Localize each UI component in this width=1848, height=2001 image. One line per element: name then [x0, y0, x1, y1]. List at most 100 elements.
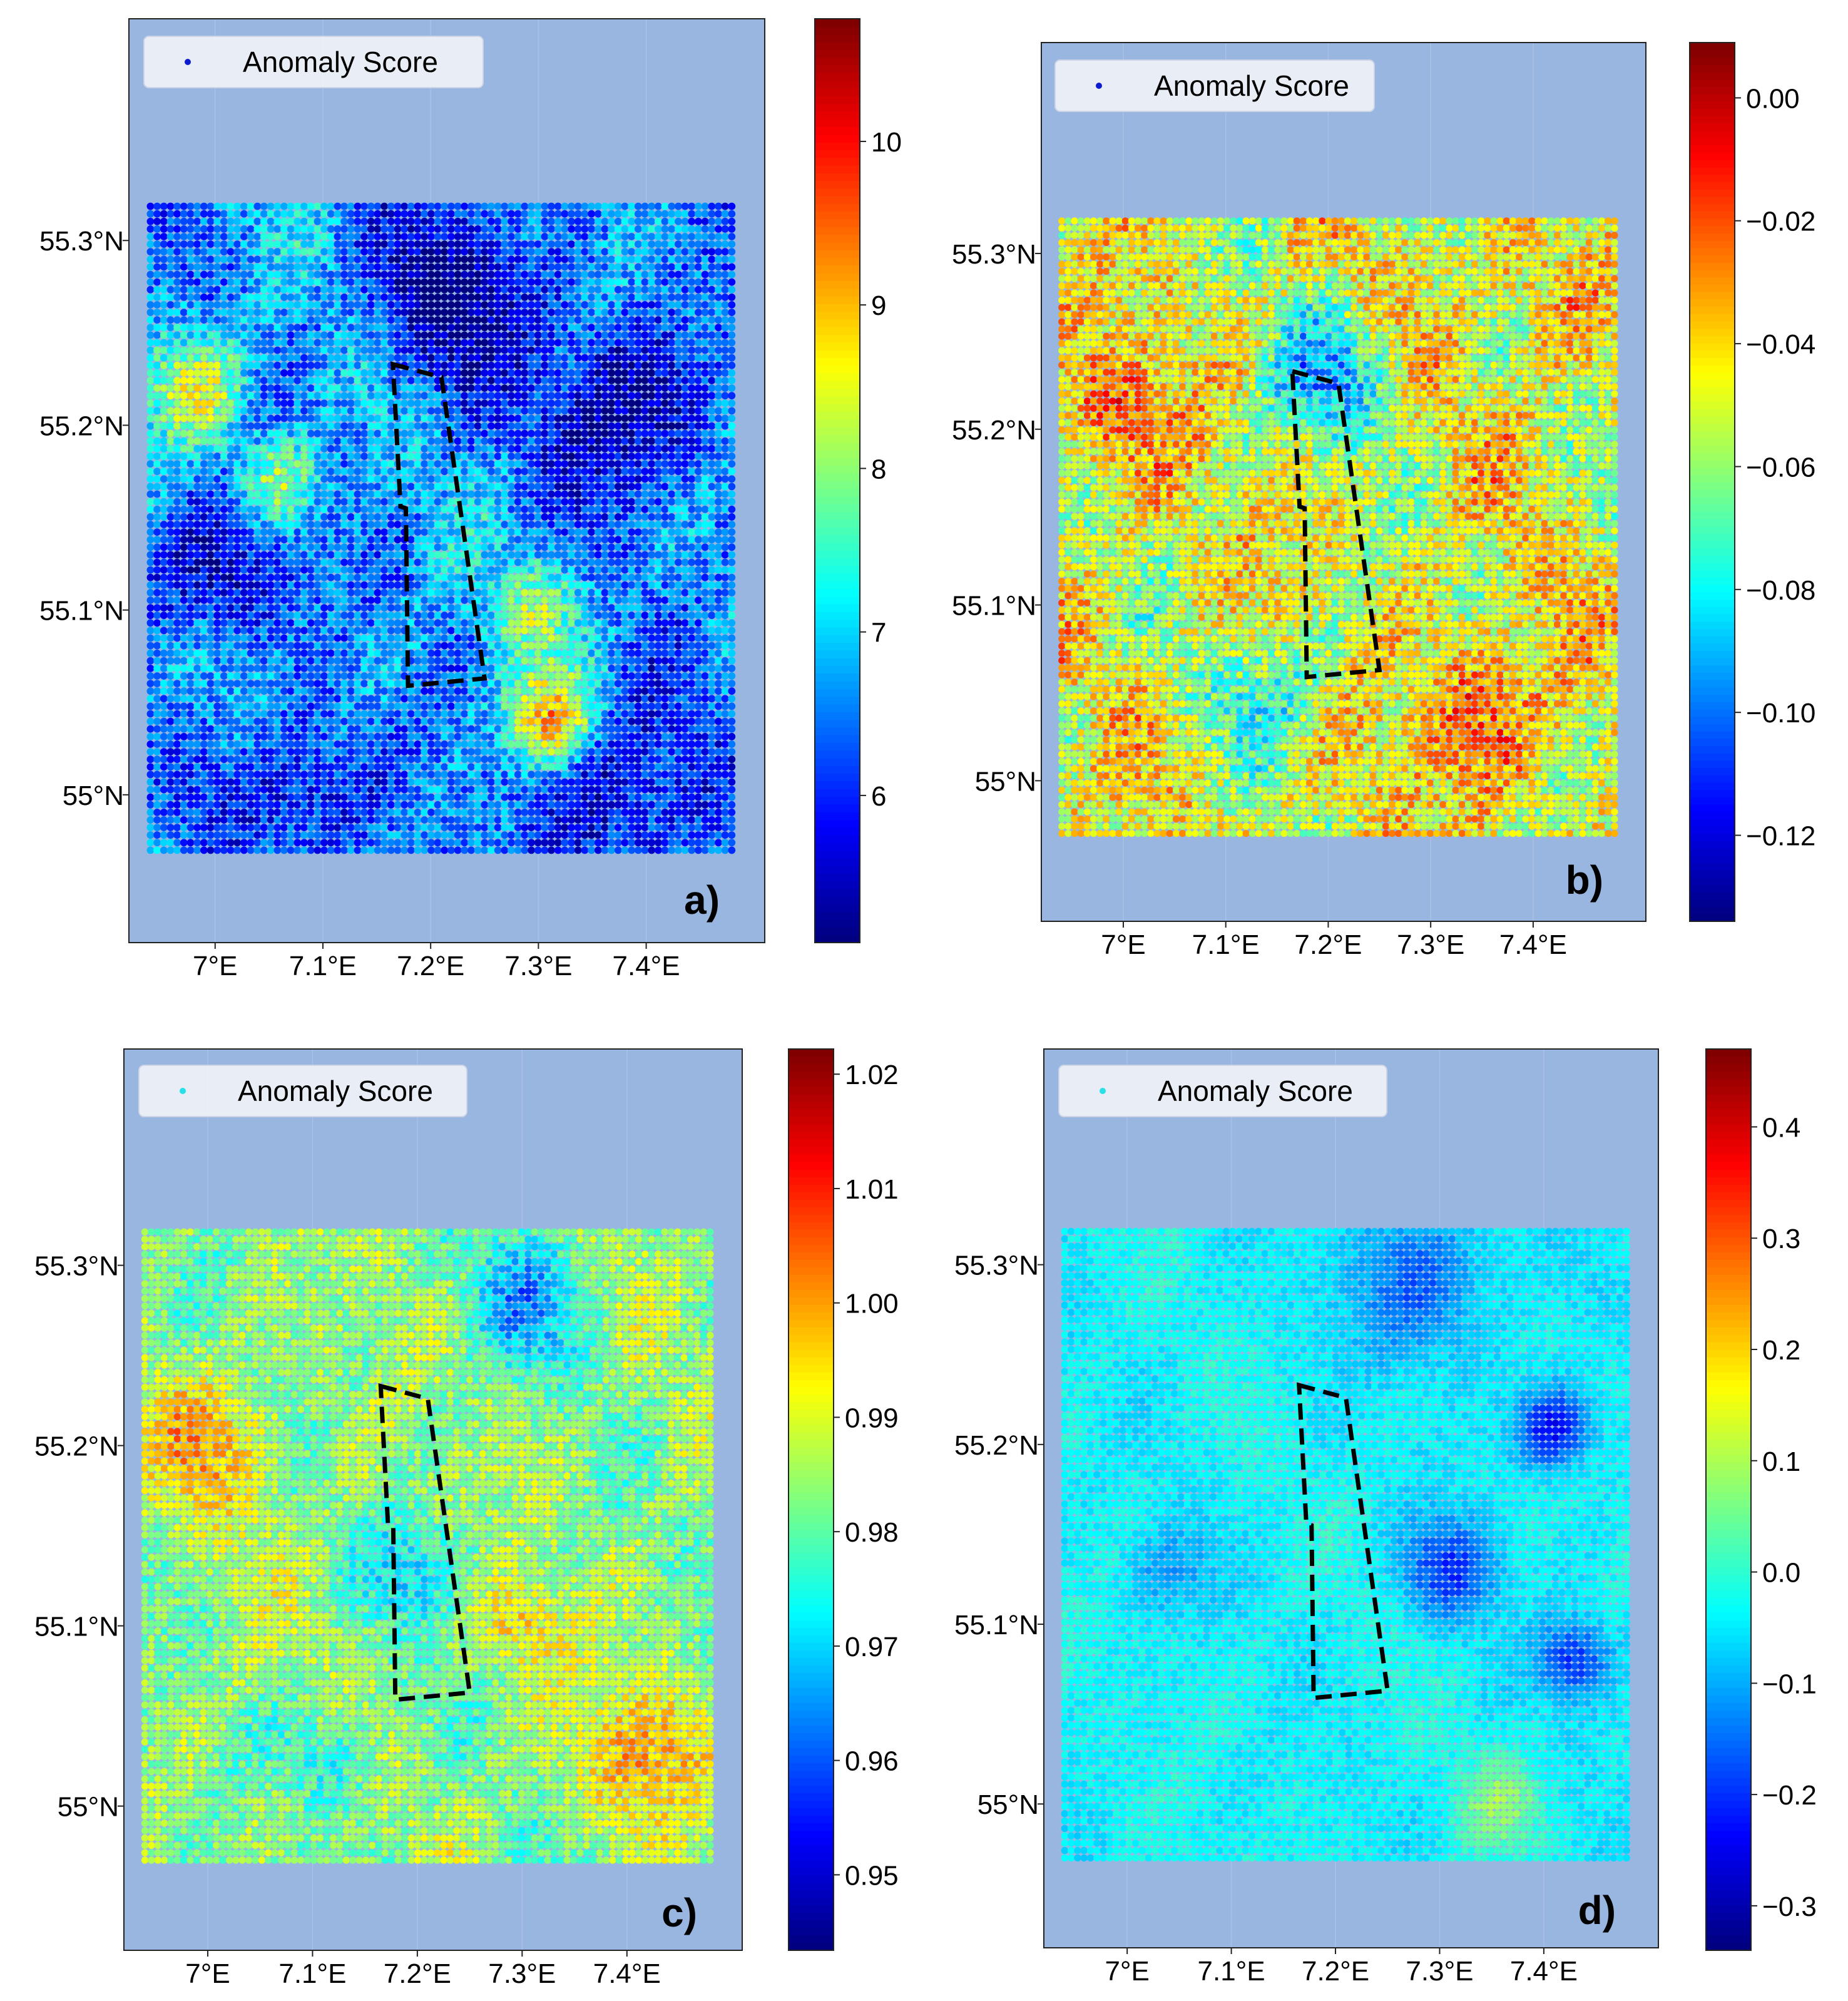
scatter-point: [414, 491, 422, 498]
scatter-point: [541, 612, 549, 619]
scatter-point: [514, 687, 522, 695]
scatter-point: [481, 748, 488, 755]
scatter-point: [327, 672, 335, 680]
scatter-point: [220, 801, 228, 809]
scatter-point: [193, 506, 201, 513]
scatter-point: [300, 755, 308, 763]
scatter-point: [267, 589, 275, 596]
scatter-point: [267, 498, 275, 506]
scatter-point: [467, 543, 475, 551]
scatter-point: [722, 430, 729, 438]
scatter-point: [715, 718, 722, 725]
scatter-point: [213, 475, 221, 483]
scatter-point: [193, 491, 201, 498]
scatter-point: [434, 718, 442, 725]
scatter-point: [240, 657, 248, 665]
scatter-point: [167, 627, 175, 635]
scatter-point: [213, 748, 221, 755]
scatter-point: [488, 748, 495, 755]
scatter-point: [287, 589, 295, 596]
scatter-point: [347, 680, 355, 687]
scatter-point: [541, 763, 549, 770]
scatter-point: [300, 460, 308, 468]
scatter-point: [561, 460, 569, 468]
scatter-point: [474, 687, 482, 695]
scatter-point: [280, 521, 288, 528]
scatter-point: [407, 703, 415, 710]
scatter-point: [160, 445, 168, 453]
scatter-point: [574, 483, 582, 491]
scatter-point: [715, 839, 722, 846]
scatter-point: [474, 839, 482, 846]
scatter-point: [314, 847, 322, 854]
scatter-point: [722, 521, 729, 528]
scatter-point: [233, 680, 241, 687]
scatter-point: [407, 831, 415, 839]
scatter-point: [347, 506, 355, 513]
scatter-point: [548, 740, 555, 748]
scatter-point: [528, 543, 535, 551]
scatter-point: [173, 831, 181, 839]
scatter-point: [728, 771, 735, 779]
scatter-point: [541, 483, 549, 491]
scatter-point: [153, 809, 161, 816]
scatter-point: [167, 831, 175, 839]
scatter-point: [253, 748, 261, 755]
scatter-point: [682, 642, 689, 650]
scatter-point: [173, 627, 181, 635]
scatter-point: [307, 453, 315, 460]
scatter-point: [728, 536, 735, 543]
scatter-point: [294, 468, 301, 475]
scatter-point: [621, 831, 629, 839]
scatter-point: [287, 536, 295, 543]
scatter-point: [253, 733, 261, 740]
scatter-point: [621, 725, 629, 733]
scatter-point: [581, 695, 589, 702]
scatter-point: [401, 779, 408, 786]
scatter-point: [340, 521, 348, 528]
scatter-point: [240, 733, 248, 740]
scatter-point: [467, 755, 475, 763]
scatter-point: [153, 483, 161, 491]
scatter-point: [233, 703, 241, 710]
scatter-point: [641, 498, 649, 506]
scatter-point: [421, 771, 428, 779]
scatter-point: [260, 422, 268, 430]
scatter-point: [708, 672, 715, 680]
scatter-point: [160, 755, 168, 763]
scatter-point: [588, 528, 595, 536]
scatter-point: [655, 559, 662, 566]
scatter-point: [401, 710, 408, 718]
scatter-point: [173, 733, 181, 740]
scatter-point: [427, 468, 435, 475]
scatter-point: [728, 710, 735, 718]
scatter-point: [327, 771, 335, 779]
scatter-point: [374, 794, 382, 801]
scatter-point: [213, 650, 221, 657]
scatter-point: [488, 650, 495, 657]
scatter-point: [421, 438, 428, 445]
scatter-point: [548, 559, 555, 566]
scatter-point: [267, 809, 275, 816]
scatter-point: [354, 551, 362, 559]
scatter-point: [661, 831, 669, 839]
scatter-point: [267, 438, 275, 445]
scatter-point: [253, 718, 261, 725]
scatter-point: [521, 695, 528, 702]
scatter-point: [454, 824, 462, 831]
scatter-point: [340, 665, 348, 672]
scatter-point: [227, 718, 235, 725]
scatter-point: [153, 763, 161, 770]
scatter-point: [287, 566, 295, 574]
scatter-point: [661, 543, 669, 551]
scatter-point: [708, 687, 715, 695]
scatter-point: [682, 786, 689, 794]
scatter-point: [280, 740, 288, 748]
scatter-point: [541, 824, 549, 831]
scatter-point: [180, 657, 188, 665]
scatter-point: [581, 619, 589, 627]
scatter-point: [708, 718, 715, 725]
scatter-point: [320, 839, 328, 846]
scatter-point: [481, 513, 488, 521]
scatter-point: [414, 589, 422, 596]
